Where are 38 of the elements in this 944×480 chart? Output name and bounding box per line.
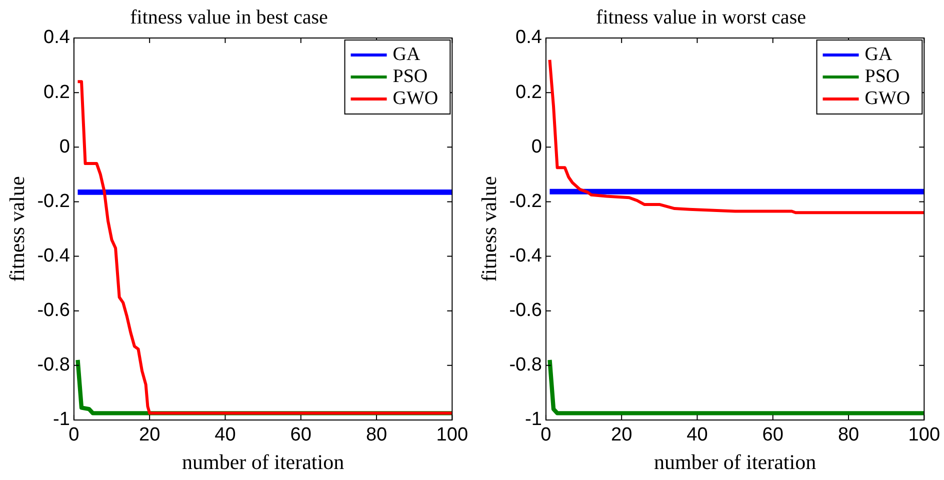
- x-tick-label: 40: [214, 424, 236, 446]
- x-axis-title: number of iteration: [182, 450, 345, 474]
- x-tick-label: 20: [611, 424, 632, 446]
- y-tick-label: -0.2: [37, 190, 70, 212]
- x-axis-title: number of iteration: [654, 450, 817, 474]
- legend-label: PSO: [864, 66, 900, 87]
- legend-label: GA: [392, 44, 420, 65]
- legend-label: PSO: [392, 66, 428, 87]
- y-axis-title: fitness value: [477, 176, 502, 282]
- x-tick-label: 100: [436, 424, 468, 446]
- x-tick-label: 40: [686, 424, 708, 446]
- legend-label: GWO: [392, 88, 438, 109]
- y-tick-label: -1: [525, 409, 542, 430]
- chart-title: fitness value in best case: [130, 6, 328, 28]
- y-tick-label: -0.8: [509, 354, 542, 376]
- y-tick-label: -0.2: [509, 190, 542, 212]
- y-tick-label: -0.8: [37, 354, 70, 376]
- y-tick-label: 0.4: [516, 27, 542, 48]
- x-tick-label: 60: [290, 424, 312, 446]
- y-tick-label: 0: [59, 136, 70, 158]
- x-tick-label: 60: [762, 424, 784, 446]
- chart-title: fitness value in worst case: [596, 6, 806, 28]
- x-tick-label: 20: [139, 424, 160, 446]
- x-tick-label: 100: [908, 424, 940, 446]
- y-tick-label: -0.4: [509, 246, 542, 267]
- y-tick-label: -0.6: [37, 300, 70, 322]
- y-tick-label: 0.4: [44, 27, 70, 48]
- y-tick-label: 0.2: [516, 82, 542, 103]
- x-tick-label: 80: [838, 424, 860, 446]
- y-axis-title: fitness value: [5, 176, 30, 282]
- y-tick-label: -0.4: [37, 246, 70, 267]
- y-tick-label: 0.2: [44, 82, 70, 103]
- y-tick-label: -0.6: [509, 300, 542, 322]
- legend-label: GA: [864, 44, 892, 65]
- legend-label: GWO: [864, 88, 910, 109]
- y-tick-label: 0: [531, 136, 542, 158]
- x-tick-label: 80: [366, 424, 388, 446]
- y-tick-label: -1: [53, 409, 70, 430]
